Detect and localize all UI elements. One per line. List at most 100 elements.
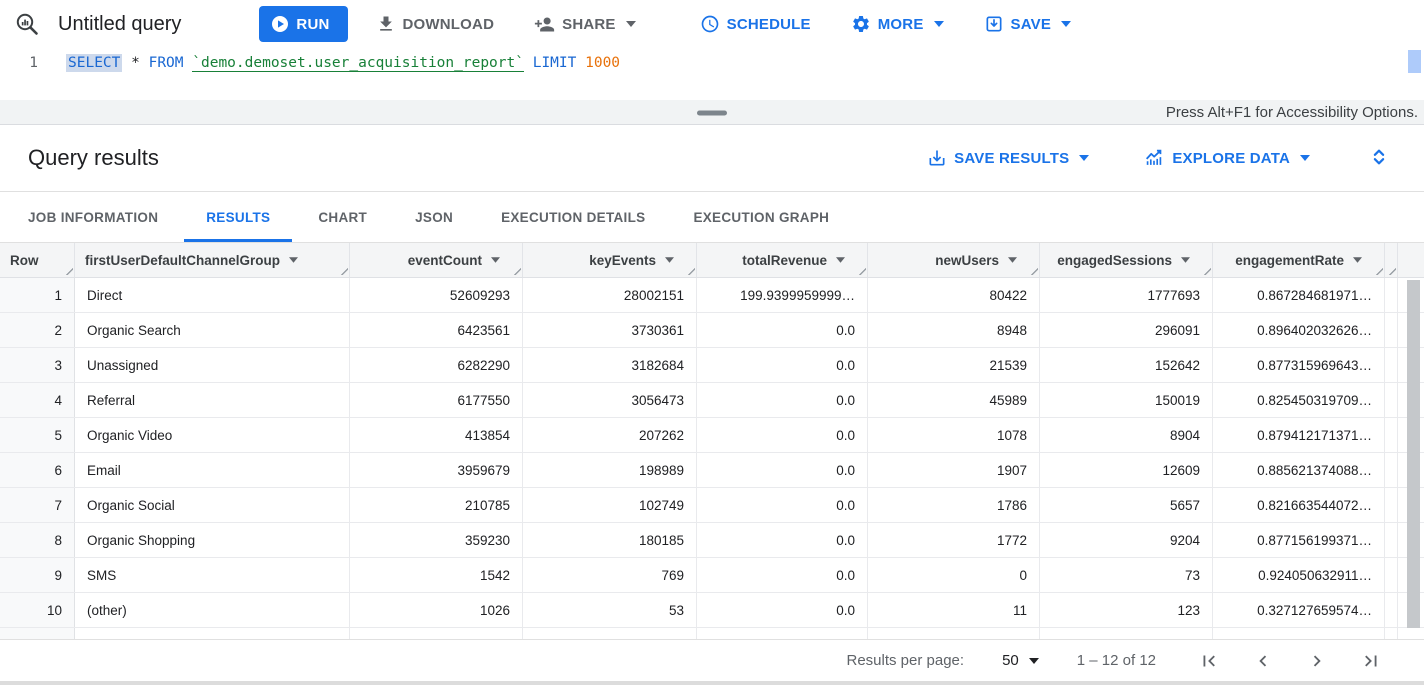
column-label: totalRevenue [742,252,827,268]
save-results-button[interactable]: SAVE RESULTS [915,140,1101,176]
table-cell: 0.0 [697,453,868,487]
column-menu-icon[interactable] [665,257,674,263]
sql-table-reference[interactable]: `demo.demoset.user_acquisition_report` [192,55,524,72]
table-cell: 0.0 [697,558,868,592]
download-button[interactable]: DOWNLOAD [364,6,507,42]
column-menu-icon[interactable] [289,257,299,263]
table-cell: 3959679 [350,453,523,487]
table-cell: 73 [1040,558,1213,592]
table-cell: 52609293 [350,278,523,312]
table-scrollbar-thumb[interactable] [1407,280,1420,628]
column-header-Row[interactable]: Row [0,243,75,277]
column-header-totalRevenue[interactable]: totalRevenue [697,243,868,277]
editor-scrollbar-thumb[interactable] [1408,50,1421,73]
sql-limit-value: 1000 [585,55,621,71]
column-resize-handle[interactable] [856,265,866,275]
query-results-header: Query results SAVE RESULTS EXPLORE DATA [0,125,1424,192]
column-header-firstUserDefaultChannelGroup[interactable]: firstUserDefaultChannelGroup [75,243,350,277]
column-resize-handle[interactable] [1373,265,1383,275]
page-size-select[interactable]: 50 [1002,652,1039,669]
table-cell: 11 [868,593,1040,627]
column-header-stub [1385,243,1398,277]
column-resize-handle[interactable] [1386,265,1396,275]
column-menu-icon[interactable] [1353,257,1362,263]
column-resize-handle[interactable] [1201,265,1211,275]
column-resize-handle[interactable] [685,265,695,275]
table-cell: 180185 [523,523,697,557]
chevron-left-icon [1259,655,1267,666]
download-icon [379,16,392,31]
column-menu-icon[interactable] [836,257,845,263]
table-cell: 0.821663544072… [1213,488,1385,522]
last-page-button[interactable] [1360,650,1382,672]
table-cell: 150019 [1040,383,1213,417]
table-row: 4 Referral 6177550 3056473 0.0 45989 150019 0.8… [0,383,1424,418]
last-page-icon [1365,655,1377,666]
schedule-button[interactable]: SCHEDULE [688,6,823,42]
query-results-title: Query results [28,145,159,170]
person-add-icon [534,17,555,31]
table-cell: Organic Shopping [75,523,350,557]
table-cell: Organic Search [75,313,350,347]
save-button[interactable]: SAVE [972,6,1084,42]
column-resize-handle[interactable] [338,265,348,275]
table-cell: 769 [523,558,697,592]
gear-icon [852,16,869,32]
table-cell: 1.0 [1213,628,1385,639]
column-label: firstUserDefaultChannelGroup [85,252,281,268]
table-cell: 0.879412171371… [1213,418,1385,452]
tab-execution-graph[interactable]: EXECUTION GRAPH [693,209,830,225]
tab-chart[interactable]: CHART [318,209,368,225]
next-page-button[interactable] [1306,650,1328,672]
table-cell: 1542 [350,558,523,592]
run-button[interactable]: RUN [259,6,348,42]
column-menu-icon[interactable] [1181,257,1190,263]
column-label: keyEvents [589,252,656,268]
column-resize-handle[interactable] [1028,265,1038,275]
table-cell: 1786 [868,488,1040,522]
table-cell: 0.0 [697,523,868,557]
explore-data-button[interactable]: EXPLORE DATA [1131,140,1322,176]
column-header-engagementRate[interactable]: engagementRate [1213,243,1385,277]
first-page-button[interactable] [1198,650,1220,672]
row-number-cell: 6 [0,453,75,487]
splitter-drag-handle[interactable] [697,110,727,116]
tab-results[interactable]: RESULTS [184,192,292,242]
previous-page-button[interactable] [1252,650,1274,672]
table-cell: Email [75,453,350,487]
column-header-eventCount[interactable]: eventCount [350,243,523,277]
sql-code-line[interactable]: SELECT * FROM `demo.demoset.user_acquisi… [66,48,1424,72]
column-menu-icon[interactable] [491,257,500,263]
chevron-down-icon [1300,155,1310,161]
table-cell: 0.0 [697,348,868,382]
column-resize-handle[interactable] [511,265,521,275]
table-cell: 9 [868,628,1040,639]
row-number-cell: 9 [0,558,75,592]
expand-results-button[interactable] [1366,144,1392,173]
column-menu-icon[interactable] [1008,257,1017,263]
chevron-down-icon [933,21,944,27]
tab-job-information[interactable]: JOB INFORMATION [28,209,159,225]
column-resize-handle[interactable] [63,265,73,275]
column-header-engagedSessions[interactable]: engagedSessions [1040,243,1213,277]
share-button[interactable]: SHARE [522,6,648,42]
row-number-cell: 1 [0,278,75,312]
results-table: Row firstUserDefaultChannelGroup eventCoun… [0,243,1424,639]
column-header-newUsers[interactable]: newUsers [868,243,1040,277]
more-button[interactable]: MORE [839,6,956,42]
column-label: eventCount [407,252,482,268]
column-label: Row [10,252,39,268]
table-cell: 0.0 [697,593,868,627]
sql-keyword-select: SELECT [66,54,123,72]
table-cell: 6177550 [350,383,523,417]
query-title[interactable]: Untitled query [58,12,182,35]
table-cell: SMS [75,558,350,592]
query-magnifier-icon [16,13,38,35]
column-header-keyEvents[interactable]: keyEvents [523,243,697,277]
table-body: 1 Direct 52609293 28002151 199.9399959999… 80… [0,278,1424,639]
sql-editor[interactable]: 1 SELECT * FROM `demo.demoset.user_acqui… [0,48,1424,100]
tab-execution-details[interactable]: EXECUTION DETAILS [501,209,646,225]
table-row: 7 Organic Social 210785 102749 0.0 1786 5657 0.… [0,488,1424,523]
tab-json[interactable]: JSON [415,209,454,225]
table-cell: 210785 [350,488,523,522]
